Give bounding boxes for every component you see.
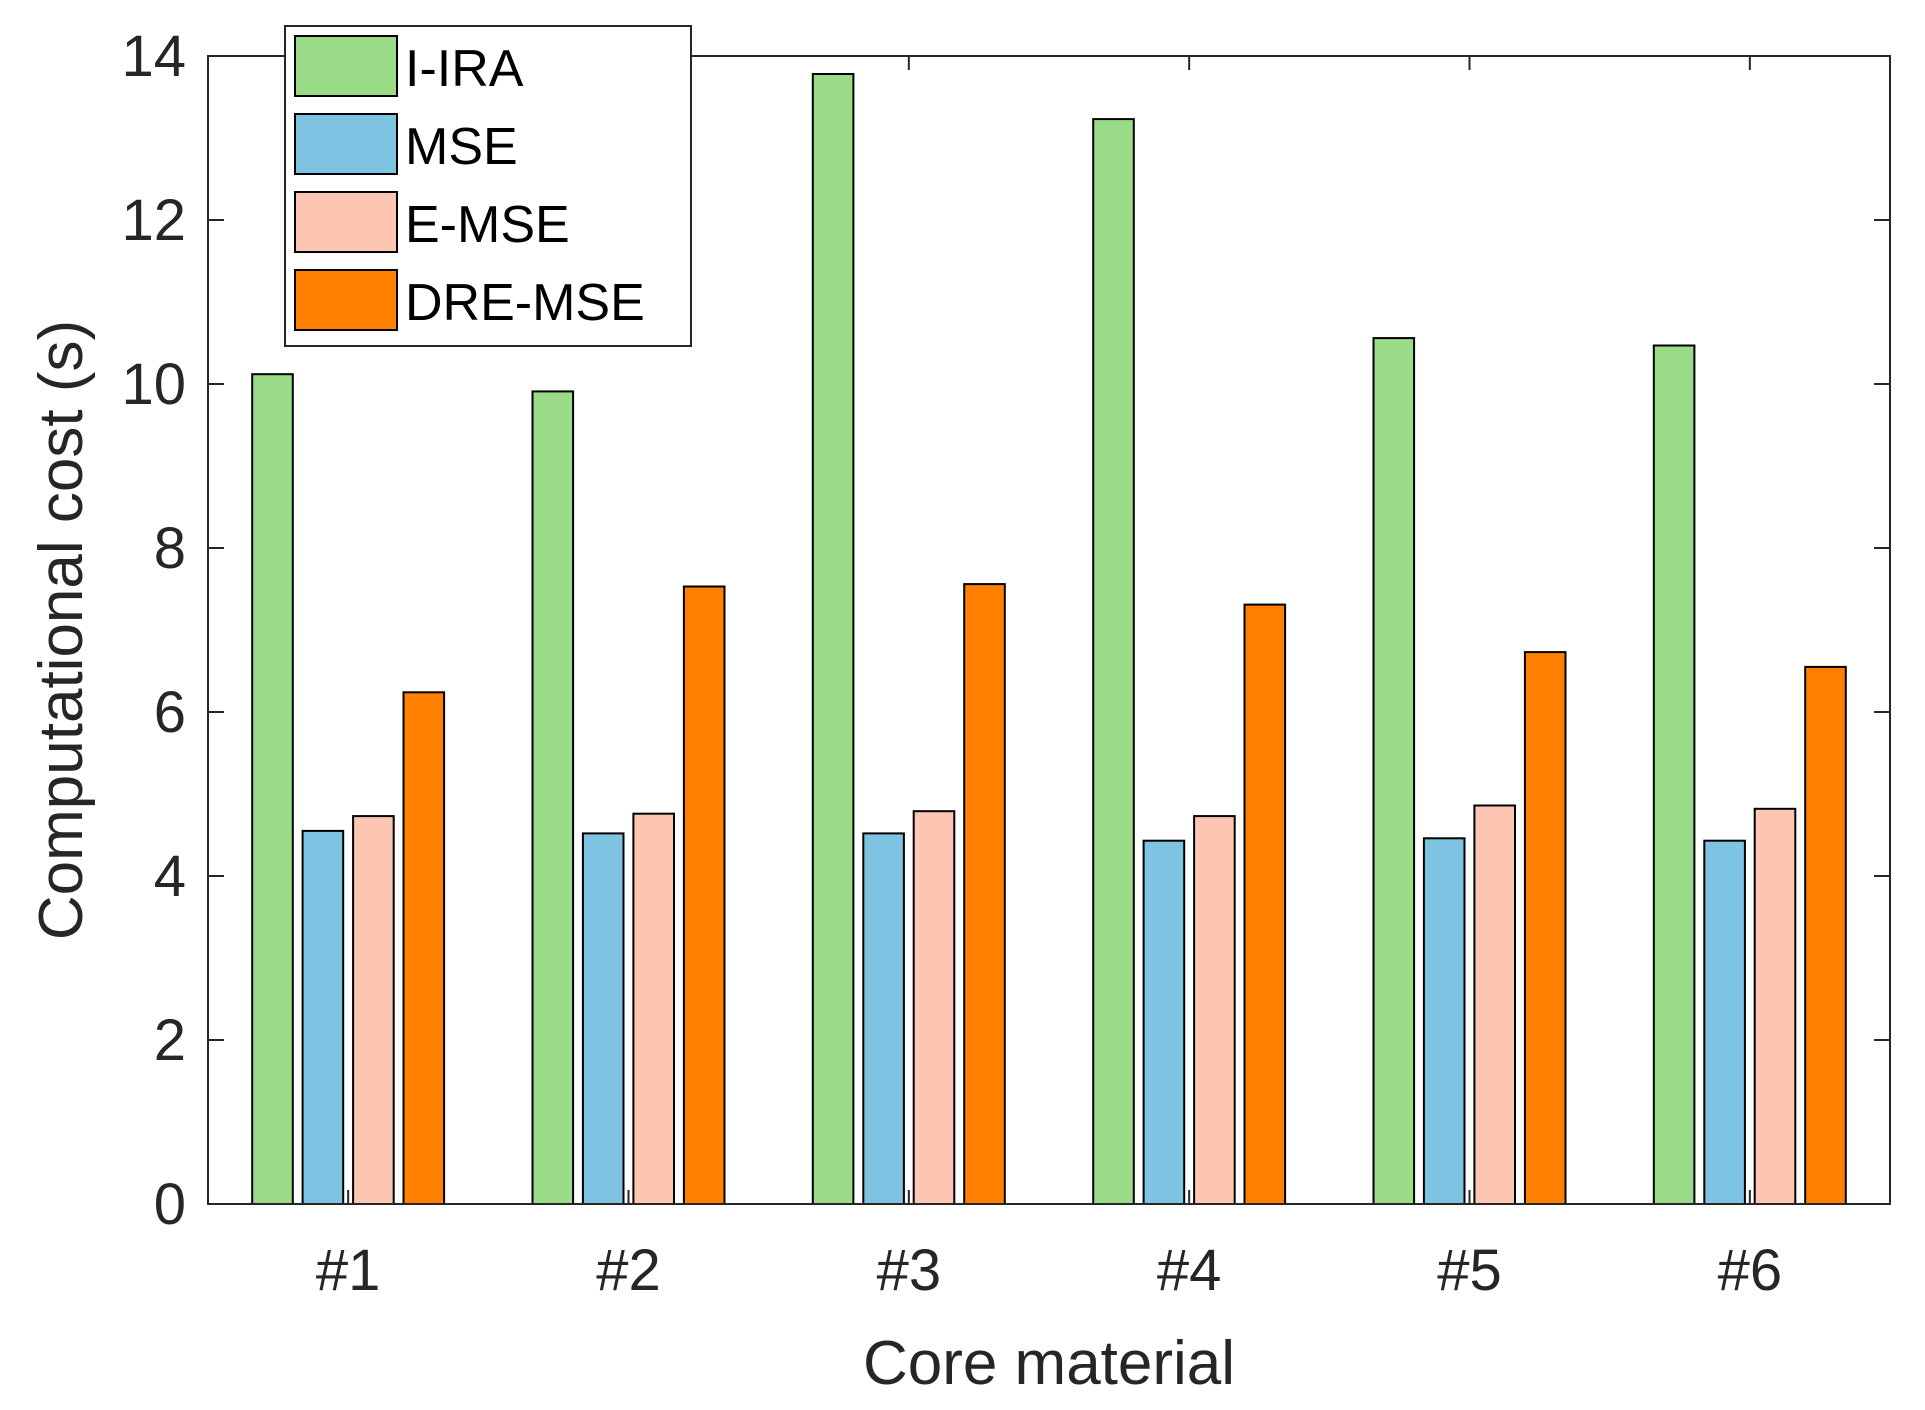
y-tick-label: 14: [121, 24, 186, 89]
y-axis-label: Computational cost (s): [27, 320, 96, 940]
legend: I-IRA MSE E-MSE DRE-MSE: [284, 25, 692, 347]
x-tick-label: #2: [596, 1238, 661, 1303]
bar-i-ira-6: [1652, 344, 1696, 1205]
y-tick-label: 8: [154, 516, 186, 581]
bar-dre-mse-4: [1243, 603, 1287, 1205]
bar-e-mse-5: [1473, 804, 1517, 1205]
plot-frame: [207, 55, 1891, 1205]
legend-swatch-dre-mse: [294, 269, 398, 331]
x-axis-label: Core material: [863, 1329, 1235, 1398]
bar-mse-2: [581, 832, 625, 1206]
bar-mse-5: [1422, 837, 1466, 1205]
y-tick-label: 4: [154, 844, 186, 909]
bar-i-ira-4: [1092, 118, 1135, 1206]
y-tick-label: 6: [154, 680, 186, 745]
bars-group: [251, 73, 1847, 1206]
bar-mse-1: [301, 829, 345, 1206]
x-tick-label: #6: [1718, 1238, 1783, 1303]
y-tick-label: 0: [154, 1172, 186, 1237]
x-tick-label: #3: [877, 1238, 942, 1303]
legend-swatch-e-mse: [294, 191, 398, 253]
bar-e-mse-6: [1753, 807, 1797, 1205]
bar-dre-mse-1: [402, 691, 446, 1205]
bar-dre-mse-5: [1523, 651, 1567, 1205]
legend-label-e-mse: E-MSE: [405, 196, 570, 254]
legend-swatch-i-ira: [294, 35, 398, 97]
bar-i-ira-2: [531, 390, 575, 1205]
bar-mse-3: [862, 832, 905, 1206]
y-tick-label: 10: [121, 352, 186, 417]
bar-e-mse-4: [1193, 815, 1236, 1205]
bar-i-ira-1: [251, 373, 294, 1205]
bar-e-mse-1: [352, 815, 395, 1205]
bar-i-ira-3: [811, 73, 855, 1205]
x-tick-label: #5: [1437, 1238, 1502, 1303]
bar-dre-mse-2: [682, 585, 726, 1205]
bar-i-ira-5: [1372, 337, 1416, 1206]
bar-mse-6: [1703, 839, 1746, 1205]
bar-dre-mse-3: [963, 583, 1006, 1205]
bar-e-mse-3: [912, 810, 956, 1205]
x-tick-label: #4: [1157, 1238, 1222, 1303]
bar-mse-4: [1142, 839, 1186, 1205]
y-tick-label: 12: [121, 188, 186, 253]
bar-e-mse-2: [632, 812, 676, 1205]
y-tick-labels: 0 2 4 6 8 10 12 14: [121, 24, 186, 1237]
x-tick-label: #1: [316, 1238, 381, 1303]
y-tick-label: 2: [154, 1008, 186, 1073]
bar-dre-mse-6: [1804, 665, 1847, 1205]
legend-label-dre-mse: DRE-MSE: [405, 274, 645, 332]
legend-label-i-ira: I-IRA: [405, 40, 524, 98]
legend-swatch-mse: [294, 113, 398, 175]
legend-label-mse: MSE: [405, 118, 518, 176]
x-tick-labels: #1 #2 #3 #4 #5 #6: [316, 1238, 1782, 1303]
